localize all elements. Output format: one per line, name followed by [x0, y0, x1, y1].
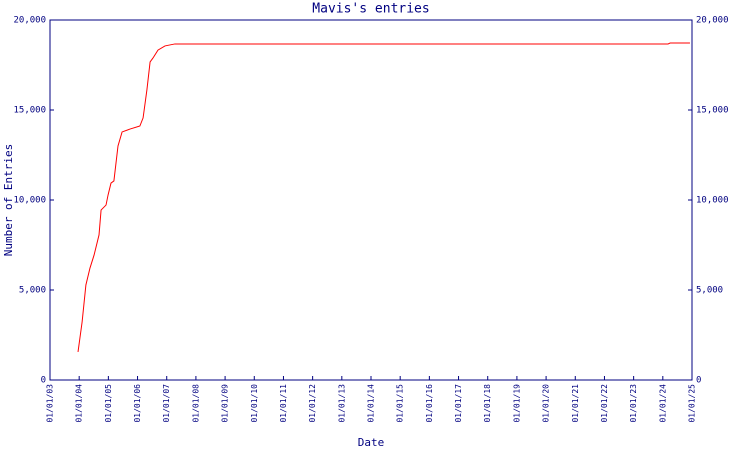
- y2-tick-label: 0: [696, 376, 701, 386]
- x-tick-label: 01/01/20: [542, 384, 551, 423]
- x-tick-label: 01/01/14: [367, 384, 376, 423]
- x-tick-label: 01/01/13: [337, 384, 346, 423]
- y2-tick-label: 10,000: [696, 196, 729, 206]
- y2-tick-label: 5,000: [696, 286, 723, 296]
- x-tick-label: 01/01/08: [191, 384, 200, 423]
- y2-tick-label: 15,000: [696, 106, 729, 116]
- x-tick-label: 01/01/21: [571, 384, 580, 423]
- chart-title: Mavis's entries: [312, 2, 429, 17]
- x-tick-label: 01/01/17: [454, 384, 463, 423]
- x-tick-label: 01/01/18: [483, 384, 492, 423]
- data-line: [77, 42, 690, 352]
- x-tick-label: 01/01/12: [308, 384, 317, 423]
- x-tick-label: 01/01/22: [600, 384, 609, 423]
- y-tick-label: 15,000: [13, 106, 46, 116]
- x-tick-label: 01/01/03: [46, 384, 55, 423]
- x-tick-label: 01/01/15: [396, 384, 405, 423]
- x-tick-label: 01/01/16: [425, 384, 434, 423]
- x-tick-label: 01/01/07: [162, 384, 171, 423]
- x-tick-label: 01/01/06: [133, 384, 142, 423]
- x-tick-label: 01/01/23: [629, 384, 638, 423]
- y-axis-label: Number of Entries: [2, 144, 15, 257]
- x-tick-label: 01/01/10: [250, 384, 259, 423]
- x-tick-label: 01/01/24: [658, 384, 667, 423]
- y-tick-label: 20,000: [13, 16, 46, 26]
- y2-tick-label: 20,000: [696, 16, 729, 26]
- x-tick-label: 01/01/05: [104, 384, 113, 423]
- plot-frame: [49, 19, 693, 381]
- y-tick-label: 0: [41, 376, 46, 386]
- y-tick-label: 10,000: [13, 196, 46, 206]
- x-tick-label: 01/01/09: [221, 384, 230, 423]
- x-axis-label: Date: [358, 436, 385, 449]
- x-tick-label: 01/01/25: [688, 384, 697, 423]
- y-tick-label: 5,000: [19, 286, 46, 296]
- x-tick-label: 01/01/11: [279, 384, 288, 423]
- x-tick-label: 01/01/19: [512, 384, 521, 423]
- x-tick-label: 01/01/04: [75, 384, 84, 423]
